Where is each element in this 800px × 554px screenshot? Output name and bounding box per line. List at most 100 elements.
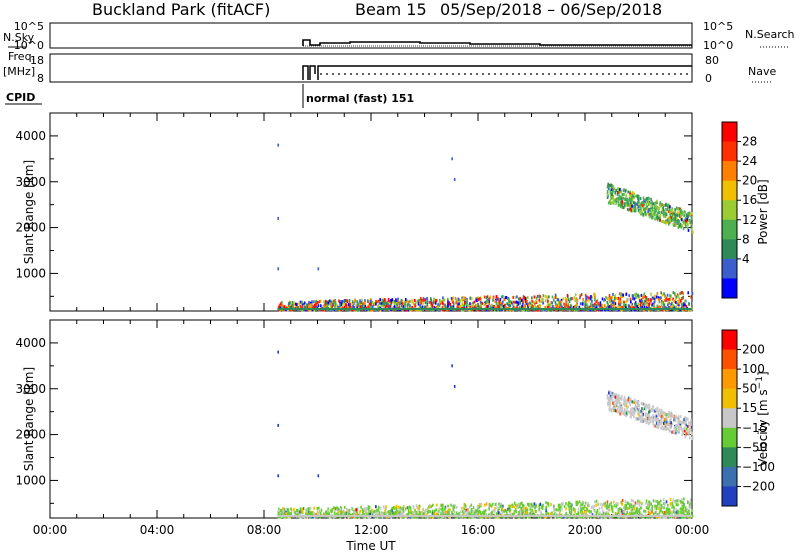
power-cell bbox=[495, 297, 497, 301]
velocity-cell bbox=[378, 511, 381, 515]
velocity-cell bbox=[616, 399, 619, 403]
velocity-cell bbox=[509, 510, 511, 514]
velocity-cell bbox=[505, 509, 508, 513]
velocity-cell bbox=[299, 507, 302, 511]
power-cell bbox=[289, 301, 291, 305]
power-cell bbox=[665, 213, 668, 217]
power-cell bbox=[609, 192, 612, 195]
power-cell bbox=[501, 302, 503, 306]
power-cell bbox=[475, 306, 477, 310]
velocity-cell bbox=[555, 508, 558, 512]
power-cell bbox=[469, 305, 471, 309]
velocity-cell bbox=[630, 397, 632, 401]
velocity-cell bbox=[634, 507, 636, 511]
velocity-cell bbox=[410, 509, 412, 513]
power-cell bbox=[430, 297, 432, 301]
power-cell bbox=[449, 303, 452, 306]
power-cell bbox=[395, 301, 398, 305]
power-cell bbox=[424, 298, 426, 302]
power-cell bbox=[290, 303, 293, 307]
velocity-cell bbox=[685, 423, 688, 427]
power-cell bbox=[524, 300, 527, 303]
power-cell bbox=[477, 297, 480, 301]
velocity-cell bbox=[568, 505, 571, 509]
power-cell bbox=[435, 306, 438, 309]
power-cell bbox=[477, 296, 479, 300]
power-cell bbox=[414, 299, 416, 302]
power-cell bbox=[514, 300, 517, 304]
power-cell bbox=[646, 197, 648, 200]
velocity-cell bbox=[302, 510, 304, 514]
velocity-cell bbox=[655, 510, 658, 514]
power-cell bbox=[455, 298, 458, 302]
velocity-cell bbox=[605, 512, 607, 516]
power-cell bbox=[444, 303, 446, 307]
velocity-cell bbox=[587, 503, 589, 507]
velocity-cell bbox=[682, 501, 685, 505]
velocity-cell bbox=[614, 395, 617, 399]
velocity-cell bbox=[479, 512, 482, 516]
power-cell bbox=[298, 305, 301, 309]
velocity-cell bbox=[485, 502, 488, 506]
velocity-cell bbox=[675, 424, 677, 428]
power-cell bbox=[545, 295, 547, 299]
velocity-cell bbox=[660, 503, 663, 507]
power-cell bbox=[660, 291, 662, 295]
velocity-cell bbox=[659, 499, 662, 503]
velocity-cell bbox=[665, 428, 667, 431]
velocity-cell bbox=[638, 410, 640, 414]
power-cell bbox=[612, 301, 615, 305]
velocity-cell bbox=[626, 506, 628, 510]
velocity-cell bbox=[669, 424, 672, 428]
power-cell bbox=[684, 222, 686, 226]
velocity-cell bbox=[423, 511, 425, 515]
power-cell bbox=[615, 189, 617, 192]
velocity-cell bbox=[517, 503, 520, 507]
freq-tick-high: 18 bbox=[30, 54, 44, 67]
power-cell bbox=[553, 298, 555, 302]
power-cell bbox=[515, 300, 518, 304]
power-cell bbox=[500, 305, 502, 309]
power-cell bbox=[611, 191, 614, 195]
velocity-cell bbox=[475, 509, 477, 513]
power-cell bbox=[433, 300, 435, 304]
velocity-colorbar-tick: −200 bbox=[742, 479, 775, 493]
power-cell bbox=[651, 213, 653, 217]
power-cell bbox=[437, 303, 439, 307]
power-cell bbox=[584, 297, 587, 300]
velocity-cell bbox=[587, 501, 590, 505]
velocity-cell bbox=[577, 512, 580, 516]
power-cell bbox=[518, 297, 520, 301]
power-cell bbox=[472, 305, 474, 309]
velocity-cell bbox=[285, 508, 287, 511]
velocity-cell bbox=[490, 511, 492, 515]
power-cell bbox=[610, 188, 613, 192]
freq-label-line1: Freq. bbox=[8, 50, 35, 63]
power-cell bbox=[548, 303, 550, 307]
power-cell bbox=[644, 211, 647, 215]
power-cell bbox=[465, 303, 468, 307]
power-cell bbox=[316, 301, 319, 304]
velocity-cell bbox=[681, 511, 683, 515]
power-cell bbox=[330, 300, 333, 304]
velocity-cell bbox=[637, 412, 639, 416]
power-cell bbox=[358, 308, 361, 312]
nsearch-label: N.Search bbox=[745, 28, 795, 41]
power-cell bbox=[495, 302, 498, 306]
power-cell bbox=[613, 298, 616, 302]
velocity-cell bbox=[436, 503, 438, 507]
power-cell bbox=[426, 303, 429, 307]
velocity-cell bbox=[690, 425, 693, 429]
power-cell bbox=[499, 301, 502, 305]
power-cell bbox=[681, 303, 683, 307]
power-cell bbox=[644, 198, 646, 202]
velocity-cell bbox=[481, 511, 484, 515]
power-cell bbox=[629, 207, 631, 211]
velocity-cell bbox=[636, 501, 638, 505]
velocity-cell bbox=[679, 499, 682, 503]
velocity-cell bbox=[282, 509, 284, 513]
velocity-cell bbox=[514, 503, 517, 507]
nave-label: Nave bbox=[748, 65, 776, 78]
power-cell bbox=[618, 190, 621, 194]
power-cell bbox=[612, 197, 615, 201]
